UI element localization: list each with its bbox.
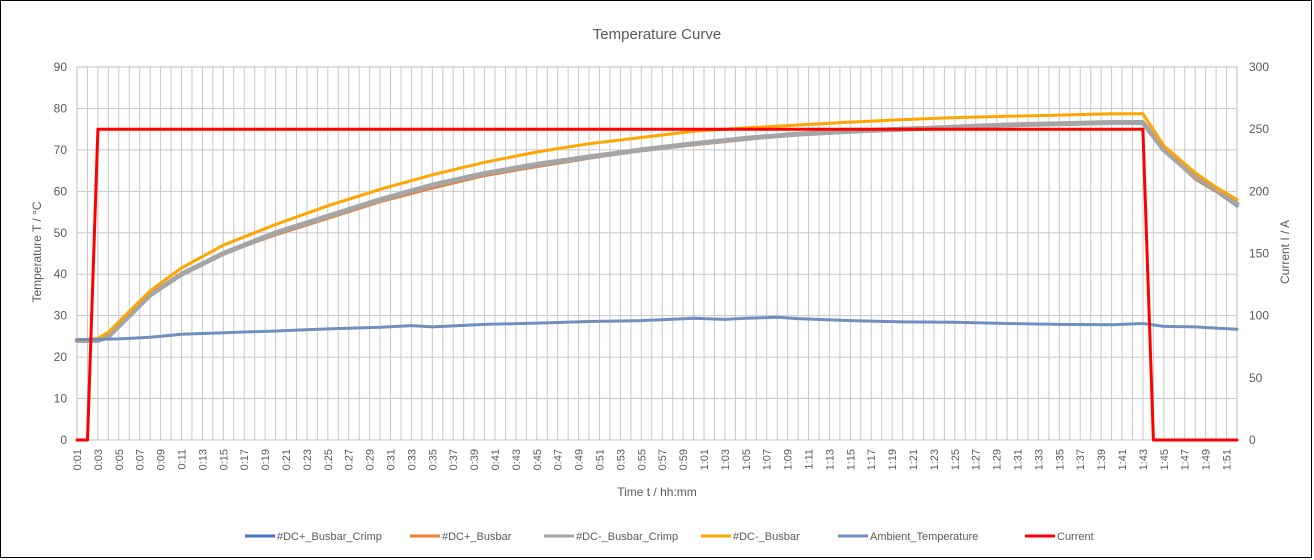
y-tick-label: 30 bbox=[54, 309, 68, 323]
x-tick-label: 1:47 bbox=[1180, 449, 1192, 470]
x-tick-label: 0:29 bbox=[365, 449, 377, 470]
x-tick-label: 1:37 bbox=[1075, 449, 1087, 470]
x-tick-label: 0:45 bbox=[532, 449, 544, 470]
x-tick-label: 1:25 bbox=[950, 449, 962, 470]
x-tick-label: 1:11 bbox=[804, 449, 816, 470]
x-tick-label: 0:15 bbox=[218, 449, 230, 470]
x-tick-label: 0:43 bbox=[511, 449, 523, 470]
legend-label: #DC+_Busbar_Crimp bbox=[277, 531, 382, 543]
y-tick-label: 10 bbox=[54, 392, 68, 406]
x-tick-label: 0:27 bbox=[344, 449, 356, 470]
legend-label: #DC-_Busbar_Crimp bbox=[576, 531, 678, 543]
legend-label: #DC+_Busbar bbox=[442, 531, 512, 543]
x-tick-label: 1:33 bbox=[1033, 449, 1045, 470]
x-tick-label: 0:13 bbox=[197, 449, 209, 470]
y2-tick-label: 300 bbox=[1249, 60, 1269, 74]
y-tick-label: 90 bbox=[54, 60, 68, 74]
x-tick-label: 0:17 bbox=[239, 449, 251, 470]
y-tick-label: 70 bbox=[54, 143, 68, 157]
x-tick-label: 0:07 bbox=[135, 449, 147, 470]
x-tick-label: 1:05 bbox=[741, 449, 753, 470]
x-tick-label: 1:51 bbox=[1222, 449, 1234, 470]
x-tick-label: 0:03 bbox=[93, 449, 105, 470]
y2-axis-title: Current I / A bbox=[1278, 220, 1292, 284]
x-tick-label: 0:59 bbox=[678, 449, 690, 470]
x-tick-label: 1:07 bbox=[762, 449, 774, 470]
y-tick-label: 40 bbox=[54, 267, 68, 281]
x-tick-label: 0:01 bbox=[72, 449, 84, 470]
legend-label: Current bbox=[1057, 531, 1094, 543]
x-tick-label: 0:05 bbox=[114, 449, 126, 470]
x-tick-label: 1:15 bbox=[845, 449, 857, 470]
x-tick-label: 1:21 bbox=[908, 449, 920, 470]
x-tick-label: 1:01 bbox=[699, 449, 711, 470]
x-tick-label: 1:19 bbox=[887, 449, 899, 470]
y-tick-label: 20 bbox=[54, 350, 68, 364]
series-layer bbox=[74, 112, 1240, 442]
x-tick-label: 1:31 bbox=[1013, 449, 1025, 470]
series-line bbox=[75, 120, 1239, 342]
x-tick-label: 0:39 bbox=[469, 449, 481, 470]
y2-tick-label: 200 bbox=[1249, 184, 1269, 198]
legend-label: Ambient_Temperature bbox=[870, 531, 978, 543]
x-axis: 0:01 0:03 0:05 0:07 0:09 0:11 0:13 0:15 0:17 0:19… bbox=[72, 449, 1234, 470]
x-tick-label: 0:51 bbox=[595, 449, 607, 470]
series-line bbox=[74, 120, 1240, 343]
y2-tick-label: 50 bbox=[1249, 371, 1263, 385]
x-tick-label: 0:11 bbox=[177, 449, 189, 470]
series-line bbox=[75, 112, 1239, 342]
x-tick-label: 0:21 bbox=[281, 449, 293, 470]
x-tick-label: 1:27 bbox=[971, 449, 983, 470]
legend: #DC+_Busbar_Crimp #DC+_Busbar #DC-_Busbar_… bbox=[245, 531, 1094, 543]
series-line bbox=[75, 315, 1239, 342]
series-line bbox=[75, 127, 1239, 442]
x-tick-label: 0:53 bbox=[615, 449, 627, 470]
x-tick-label: 1:03 bbox=[720, 449, 732, 470]
x-tick-label: 0:41 bbox=[490, 449, 502, 470]
x-tick-label: 0:49 bbox=[574, 449, 586, 470]
x-tick-label: 0:57 bbox=[657, 449, 669, 470]
x-tick-label: 1:49 bbox=[1201, 449, 1213, 470]
x-tick-label: 0:19 bbox=[260, 449, 272, 470]
chart-title: Temperature Curve bbox=[593, 26, 721, 43]
x-tick-label: 0:55 bbox=[636, 449, 648, 470]
x-tick-label: 0:31 bbox=[386, 449, 398, 470]
x-tick-label: 1:43 bbox=[1138, 449, 1150, 470]
x-tick-label: 1:41 bbox=[1117, 449, 1129, 470]
y-tick-label: 60 bbox=[54, 184, 68, 198]
x-tick-label: 0:47 bbox=[553, 449, 565, 470]
y2-tick-label: 0 bbox=[1249, 433, 1256, 447]
x-tick-label: 0:25 bbox=[323, 449, 335, 470]
y-axis-right: 0 50 100 150 200 250 300 bbox=[1249, 60, 1269, 447]
y2-tick-label: 250 bbox=[1249, 122, 1269, 136]
y-axis-title: Temperature T / °C bbox=[30, 201, 44, 302]
x-tick-label: 0:09 bbox=[156, 449, 168, 470]
x-tick-label: 0:35 bbox=[427, 449, 439, 470]
plot-border bbox=[76, 66, 1238, 441]
x-tick-label: 0:37 bbox=[448, 449, 460, 470]
y-tick-label: 80 bbox=[54, 101, 68, 115]
x-tick-label: 0:33 bbox=[406, 449, 418, 470]
y-tick-label: 0 bbox=[60, 433, 67, 447]
x-tick-label: 1:23 bbox=[929, 449, 941, 470]
y-axis-left: 0 10 20 30 40 50 60 70 80 90 bbox=[54, 60, 68, 447]
y2-tick-label: 150 bbox=[1249, 247, 1269, 261]
legend-label: #DC-_Busbar bbox=[733, 531, 800, 543]
x-tick-label: 1:39 bbox=[1096, 449, 1108, 470]
x-tick-label: 0:23 bbox=[302, 449, 314, 470]
x-tick-label: 1:17 bbox=[866, 449, 878, 470]
x-tick-label: 1:29 bbox=[992, 449, 1004, 470]
y2-tick-label: 100 bbox=[1249, 309, 1269, 323]
x-tick-label: 1:09 bbox=[783, 449, 795, 470]
x-tick-label: 1:13 bbox=[824, 449, 836, 470]
series-line bbox=[75, 121, 1239, 342]
x-axis-title: Time t / hh:mm bbox=[617, 485, 697, 499]
x-tick-label: 1:45 bbox=[1159, 449, 1171, 470]
x-tick-label: 1:35 bbox=[1054, 449, 1066, 470]
y-tick-label: 50 bbox=[54, 226, 68, 240]
